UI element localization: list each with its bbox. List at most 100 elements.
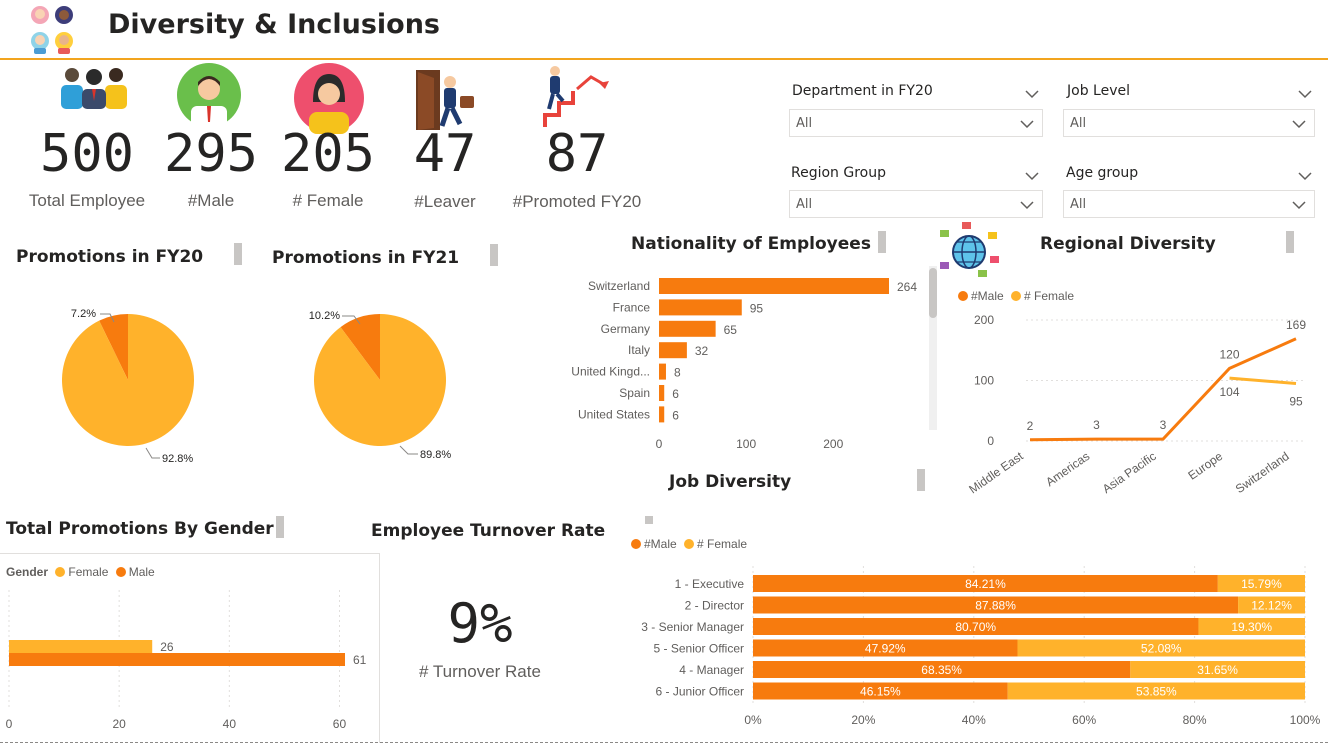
kpi-total-employee-label: Total Employee xyxy=(28,191,146,210)
promotions-fy21-title: Promotions in FY21 xyxy=(272,248,460,268)
slicer-job-level-dropdown[interactable]: All xyxy=(1063,109,1315,137)
x-tick-label: 100% xyxy=(1290,713,1321,727)
x-tick-label: 200 xyxy=(823,437,843,451)
promotions-fy21-chart: 10.2% 89.8% xyxy=(309,310,452,461)
kpi-leaver-value: 47 xyxy=(413,124,477,184)
bar xyxy=(9,653,345,666)
data-label: 3 xyxy=(1093,418,1100,432)
y-tick-label: 100 xyxy=(974,374,994,388)
female-avatar-icon xyxy=(293,62,365,134)
chevron-down-icon xyxy=(1020,201,1034,210)
male-avatar-icon xyxy=(176,62,242,128)
visual-drag-handle[interactable] xyxy=(1286,231,1294,253)
bar-value-label: 26 xyxy=(160,640,174,654)
bar-segment xyxy=(1130,661,1305,678)
visual-drag-handle[interactable] xyxy=(234,243,242,265)
kpi-promoted-label: #Promoted FY20 xyxy=(512,192,642,211)
slicer-job-level-value: All xyxy=(1070,116,1087,131)
bar-category-label: United Kingd... xyxy=(571,365,650,379)
chevron-down-icon[interactable] xyxy=(1298,166,1312,181)
vertical-scrollbar[interactable] xyxy=(929,266,937,430)
bar-value-label: 8 xyxy=(674,366,681,380)
pie-leader-line xyxy=(145,447,160,459)
bar-segment xyxy=(753,682,1008,700)
visual-drag-handle[interactable] xyxy=(490,244,498,266)
bar-value-label: 6 xyxy=(672,387,679,401)
scrollbar-thumb[interactable] xyxy=(929,268,937,318)
x-tick-label: Switzerland xyxy=(1233,449,1292,496)
slicer-region-value: All xyxy=(796,197,813,212)
slicer-region-dropdown[interactable]: All xyxy=(789,190,1043,218)
globe-network-icon xyxy=(938,222,1000,280)
visual-drag-handle[interactable] xyxy=(645,516,653,524)
chevron-down-icon[interactable] xyxy=(1025,166,1039,181)
bar xyxy=(659,342,687,359)
data-label: 95 xyxy=(1289,395,1303,409)
y-tick-label: 0 xyxy=(987,434,994,448)
bar-segment xyxy=(753,639,1018,657)
bar-segment-label: 46.15% xyxy=(860,685,901,699)
x-tick-label: 80% xyxy=(1183,713,1207,727)
bar-segment xyxy=(753,596,1239,614)
x-tick-label: 40 xyxy=(223,717,237,731)
nationality-title: Nationality of Employees xyxy=(631,234,871,254)
legend-male-marker xyxy=(631,539,641,549)
visual-drag-handle[interactable] xyxy=(878,231,886,253)
slicer-age-dropdown[interactable]: All xyxy=(1063,190,1315,218)
bar-segment xyxy=(753,575,1218,592)
series-line xyxy=(1029,337,1297,442)
legend-female-marker xyxy=(684,539,695,549)
legend-female-label: # Female xyxy=(1024,289,1075,303)
series-line xyxy=(1229,376,1297,386)
promotions-fy20-title: Promotions in FY20 xyxy=(16,247,204,267)
bar-value-label: 61 xyxy=(353,653,367,667)
bar xyxy=(659,385,665,401)
visual-drag-handle[interactable] xyxy=(917,469,925,491)
bar-segment-label: 31.65% xyxy=(1197,663,1238,677)
pie-slice xyxy=(340,314,380,380)
bar-segment-label: 19.30% xyxy=(1231,620,1272,634)
bar-segment xyxy=(1217,575,1305,592)
regional-legend: #Male # Female xyxy=(958,289,1074,303)
chevron-down-icon xyxy=(1292,201,1306,210)
x-tick-label: 20 xyxy=(112,717,126,731)
bar-segment xyxy=(753,661,1131,678)
bar-value-label: 65 xyxy=(724,323,738,337)
data-label: 2 xyxy=(1027,419,1034,433)
bar xyxy=(659,320,716,337)
x-tick-label: 0 xyxy=(656,437,663,451)
bar-category-label: Switzerland xyxy=(588,279,650,293)
visual-drag-handle[interactable] xyxy=(276,516,284,538)
x-tick-label: 40% xyxy=(962,713,986,727)
pie-slice xyxy=(99,314,128,380)
pie-slice-label: 89.8% xyxy=(420,449,451,461)
chevron-down-icon xyxy=(1292,120,1306,129)
x-tick-label: 60 xyxy=(333,717,347,731)
y-tick-label: 200 xyxy=(974,313,994,327)
slicer-age-value: All xyxy=(1070,197,1087,212)
promotions-by-gender-chart: 0 20 40 60 26 61 xyxy=(6,590,367,731)
pie-slice-label: 10.2% xyxy=(309,310,340,322)
slicer-department-title: Department in FY20 xyxy=(792,83,933,99)
bar xyxy=(659,406,665,423)
legend-female-marker xyxy=(1011,291,1022,301)
data-label: 169 xyxy=(1286,318,1306,332)
regional-diversity-chart: 0 100 200 2 3 3 120 169 104 95 Middle East Americas… xyxy=(966,313,1306,496)
legend-male-label: #Male xyxy=(644,537,677,551)
slicer-department-dropdown[interactable]: All xyxy=(789,109,1043,137)
legend-male-label: #Male xyxy=(971,289,1004,303)
bar-value-label: 264 xyxy=(897,280,917,294)
bar xyxy=(659,363,666,380)
kpi-total-employee-value: 500 xyxy=(40,124,134,184)
chevron-down-icon[interactable] xyxy=(1025,84,1039,99)
bar-segment-label: 68.35% xyxy=(921,663,962,677)
x-tick-label: Asia Pacific xyxy=(1100,449,1159,496)
pie-slice xyxy=(314,314,446,446)
data-label: 120 xyxy=(1219,347,1239,361)
kpi-male-label: #Male xyxy=(187,191,235,210)
nationality-chart: Switzerland 264 France 95 Germany 65 Italy 32 Un… xyxy=(571,278,917,451)
chevron-down-icon[interactable] xyxy=(1298,84,1312,99)
x-tick-label: 20% xyxy=(851,713,875,727)
legend-female-marker xyxy=(55,567,66,577)
bar-category-label: 2 - Director xyxy=(685,599,744,613)
